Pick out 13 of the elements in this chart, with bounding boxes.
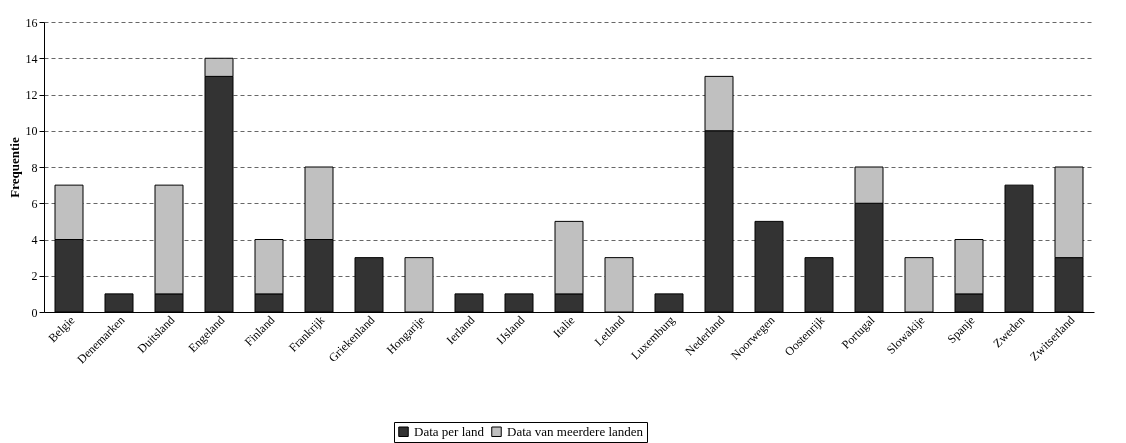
x-tick-label: Italie [550, 313, 578, 341]
y-axis-title: Frequentie [6, 137, 22, 198]
y-tick-label: 10 [25, 124, 38, 139]
y-tick-label: 12 [25, 88, 38, 102]
y-tick-label: 8 [31, 160, 38, 175]
y-tick-label: 4 [31, 233, 38, 247]
y-tick-label: 14 [25, 51, 38, 66]
y-tick-label: 6 [31, 196, 38, 211]
y-tick-label: 16 [25, 15, 38, 30]
y-tick-label: 2 [31, 269, 38, 284]
legend-label: Data van meerdere landen [507, 423, 644, 439]
legend-label: Data per land [414, 423, 485, 439]
y-tick-label: 0 [31, 305, 38, 320]
